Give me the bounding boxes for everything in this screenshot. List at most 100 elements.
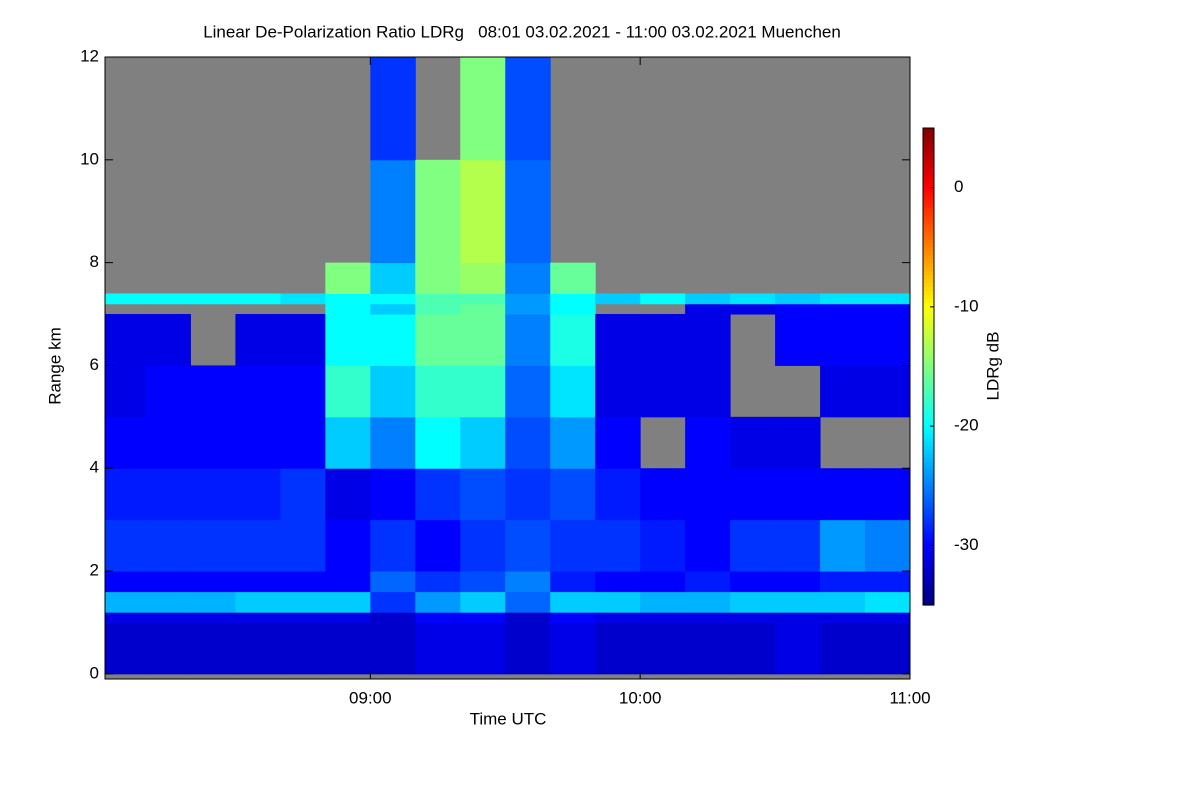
colorbar-segment (923, 434, 934, 439)
heatmap-cell (460, 262, 506, 294)
colorbar-tick-label: 0 (954, 177, 963, 196)
colorbar-segment (923, 346, 934, 352)
heatmap-cell (595, 468, 641, 521)
heatmap-cell (640, 591, 686, 613)
colorbar-segment (923, 334, 934, 340)
heatmap-cell (460, 416, 506, 469)
heatmap-cell (640, 612, 686, 623)
heatmap-cell (550, 262, 596, 294)
heatmap-cell (820, 612, 866, 623)
heatmap-cell (550, 571, 596, 593)
colorbar-segment (923, 259, 934, 264)
heatmap-cell (505, 612, 551, 623)
heatmap-cell (820, 591, 866, 613)
heatmap-cell (865, 571, 911, 593)
heatmap-cell (460, 365, 506, 418)
heatmap-cell (325, 591, 371, 613)
heatmap-cell (595, 622, 641, 675)
colorbar-segment (923, 271, 934, 276)
heatmap-cell (370, 416, 416, 469)
heatmap-cell (235, 571, 281, 593)
heatmap-cell (460, 57, 506, 161)
colorbar-segment (923, 398, 934, 403)
y-tick-label: 12 (80, 46, 99, 65)
heatmap-cell (280, 365, 326, 418)
colorbar-segment (923, 310, 934, 316)
heatmap-cell (370, 159, 416, 264)
colorbar-segment (923, 521, 934, 527)
heatmap-cell (235, 519, 281, 572)
heatmap-cell (370, 303, 416, 315)
heatmap-cell (235, 468, 281, 521)
colorbar-segment (923, 457, 934, 463)
heatmap-cell (730, 468, 776, 521)
heatmap-cell (190, 622, 236, 675)
colorbar-segment (923, 358, 934, 364)
colorbar-segment (923, 410, 934, 415)
heatmap-cell (145, 519, 191, 572)
colorbar-segment (923, 601, 934, 606)
heatmap-cell (280, 314, 326, 366)
colorbar-segment (923, 223, 934, 228)
colorbar-segment (923, 330, 934, 336)
colorbar-segment (923, 505, 934, 511)
y-tick-label: 0 (90, 663, 99, 682)
heatmap-cell (820, 622, 866, 675)
heatmap-cell (505, 591, 551, 613)
heatmap-cell (280, 591, 326, 613)
colorbar-segment (923, 191, 934, 197)
colorbar-segment (923, 485, 934, 491)
x-tick-label: 09:00 (349, 688, 392, 707)
heatmap-cell (505, 571, 551, 593)
colorbar-segment (923, 477, 934, 483)
heatmap-cell (370, 519, 416, 572)
heatmap-cell (280, 519, 326, 572)
heatmap-cell (460, 622, 506, 675)
heatmap-cell (415, 293, 461, 305)
colorbar-segment (923, 251, 934, 256)
heatmap-cell (190, 571, 236, 593)
heatmap-cell (105, 591, 146, 613)
heatmap-cell (145, 416, 191, 469)
colorbar-segment (923, 163, 934, 169)
colorbar-segment (923, 541, 934, 546)
heatmap-cell (105, 612, 146, 623)
colorbar-segment (923, 374, 934, 380)
heatmap-cell (145, 612, 191, 623)
colorbar-segment (923, 187, 934, 193)
colorbar-segment (923, 446, 934, 451)
colorbar-segment (923, 167, 934, 173)
heatmap-cell (145, 591, 191, 613)
heatmap-cell (190, 519, 236, 572)
heatmap-cell (820, 571, 866, 593)
heatmap-cell (280, 612, 326, 623)
colorbar-segment (923, 342, 934, 348)
heatmap-cell (505, 416, 551, 469)
colorbar-tick-label: -20 (954, 416, 979, 435)
colorbar-segment (923, 326, 934, 332)
heatmap-cell (460, 159, 506, 264)
colorbar-segment (923, 577, 934, 582)
heatmap-cell (865, 612, 911, 623)
heatmap-cell (415, 571, 461, 593)
colorbar-segment (923, 215, 934, 221)
heatmap-cell (145, 293, 191, 305)
colorbar-segment (923, 294, 934, 300)
heatmap-cell (730, 571, 776, 593)
heatmap-cell (820, 519, 866, 572)
colorbar-segment (923, 199, 934, 205)
colorbar-frame (922, 127, 935, 606)
heatmap-cell (415, 519, 461, 572)
heatmap-cell (460, 612, 506, 623)
heatmap-cell (235, 293, 281, 305)
heatmap-cell (505, 622, 551, 675)
heatmap-cell (105, 365, 146, 418)
heatmap-cell (325, 571, 371, 593)
colorbar-segment (923, 175, 934, 181)
heatmap-cell (730, 591, 776, 613)
heatmap-cell (415, 303, 461, 315)
heatmap-cell (370, 468, 416, 521)
heatmap-cell (280, 416, 326, 469)
colorbar-segment (923, 561, 934, 566)
